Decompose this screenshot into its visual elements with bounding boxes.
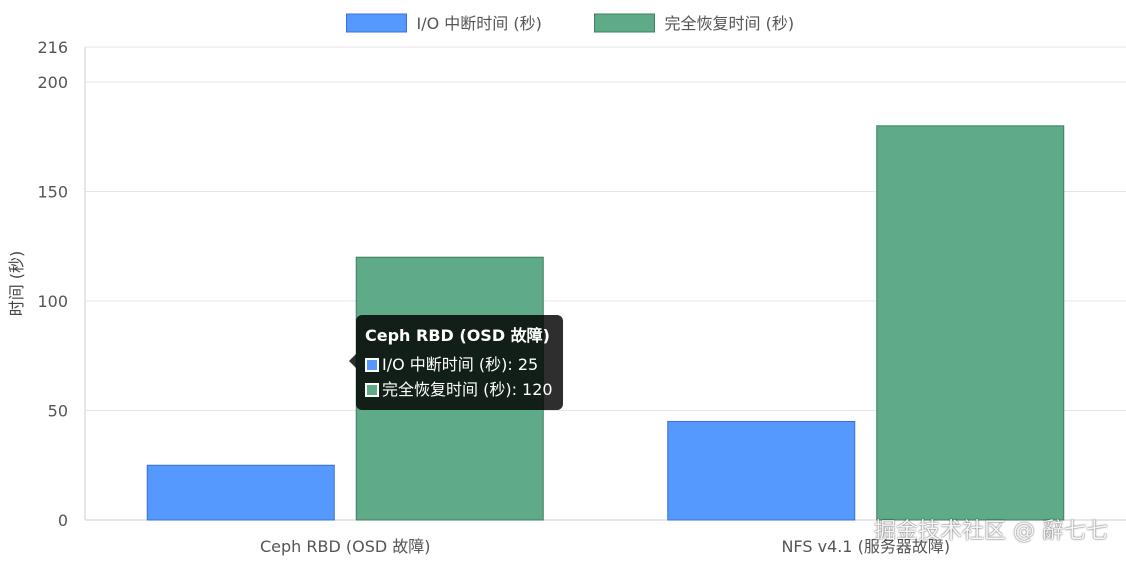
bar-full-recovery xyxy=(876,125,1065,521)
tooltip-row-io-text: I/O 中断时间 (秒): 25 xyxy=(382,355,539,374)
legend-label: 完全恢复时间 (秒) xyxy=(665,14,795,33)
y-tick-label: 150 xyxy=(37,183,68,202)
chart-tooltip: Ceph RBD (OSD 故障) I/O 中断时间 (秒): 25 完全恢复时… xyxy=(349,315,563,410)
x-category-label: Ceph RBD (OSD 故障) xyxy=(260,537,431,556)
watermark: 掘金技术社区 @ 辭七七 xyxy=(874,519,1108,544)
y-axis-title: 时间 (秒) xyxy=(7,251,26,317)
tooltip-title: Ceph RBD (OSD 故障) xyxy=(365,326,550,345)
bar-io-interrupt xyxy=(146,464,335,521)
tooltip-row-io: I/O 中断时间 (秒): 25 xyxy=(365,352,553,377)
y-tick-label: 100 xyxy=(37,292,68,311)
y-tick-label: 216 xyxy=(37,38,68,57)
y-tick-label: 50 xyxy=(48,402,68,421)
legend-swatch xyxy=(346,13,407,33)
y-tick-label: 0 xyxy=(58,511,68,530)
y-tick-label: 200 xyxy=(37,73,68,92)
legend-label: I/O 中断时间 (秒) xyxy=(417,14,542,33)
x-category-label: NFS v4.1 (服务器故障) xyxy=(781,537,950,556)
tooltip-swatch-io xyxy=(365,357,379,372)
legend-swatch xyxy=(594,13,655,33)
bar-io-interrupt xyxy=(667,420,856,521)
tooltip-swatch-recovery xyxy=(365,382,379,397)
tooltip-row-recovery-text: 完全恢复时间 (秒): 120 xyxy=(382,380,553,399)
tooltip-row-recovery: 完全恢复时间 (秒): 120 xyxy=(365,377,553,402)
